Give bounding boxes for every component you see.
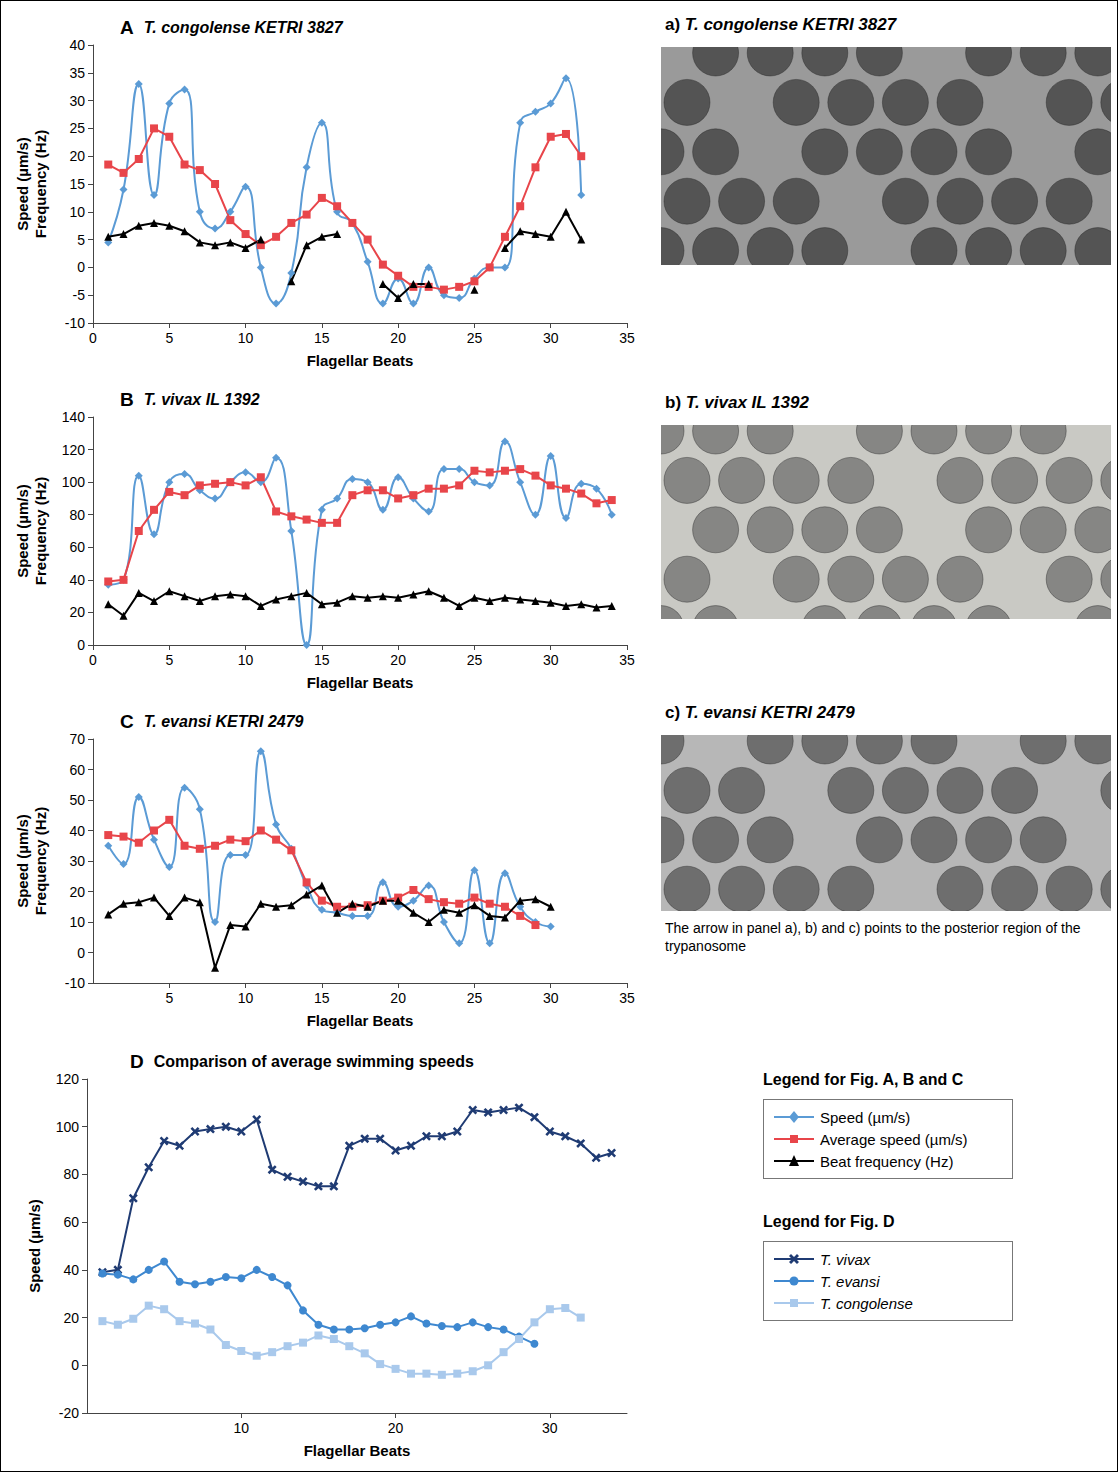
svg-text:-10: -10 xyxy=(65,975,85,991)
html-text:c) T. evansi KETRI 2479: c) T. evansi KETRI 2479 xyxy=(665,703,855,722)
svg-text:10: 10 xyxy=(238,990,254,1006)
html-text:T. vivax: T. vivax xyxy=(820,1250,871,1268)
svg-text:40: 40 xyxy=(63,1262,79,1278)
svg-text:20: 20 xyxy=(390,330,406,346)
svg-text:20: 20 xyxy=(388,1420,404,1436)
html-text:Speed (µm/s): Speed (µm/s) xyxy=(820,1108,911,1126)
svg-text:15: 15 xyxy=(314,990,330,1006)
svg-text:35: 35 xyxy=(619,330,635,346)
svg-text:30: 30 xyxy=(69,853,85,869)
html-text:a) T. congolense KETRI 3827: a) T. congolense KETRI 3827 xyxy=(665,15,897,34)
svg-text:40: 40 xyxy=(69,572,85,588)
svg-text:80: 80 xyxy=(69,507,85,523)
svg-text:5: 5 xyxy=(165,652,173,668)
svg-text:30: 30 xyxy=(543,330,559,346)
svg-text:Flagellar Beats: Flagellar Beats xyxy=(304,1442,411,1459)
svg-text:25: 25 xyxy=(69,120,85,136)
svg-text:0: 0 xyxy=(89,330,97,346)
svg-text:Speed (µm/s): Speed (µm/s) xyxy=(14,137,31,231)
svg-text:20: 20 xyxy=(390,652,406,668)
svg-text:-5: -5 xyxy=(73,287,86,303)
svg-text:C: C xyxy=(120,711,134,732)
svg-text:10: 10 xyxy=(69,204,85,220)
svg-text:Frequency (Hz): Frequency (Hz) xyxy=(32,130,49,238)
svg-text:70: 70 xyxy=(69,731,85,747)
svg-text:Flagellar Beats: Flagellar Beats xyxy=(307,1012,414,1029)
svg-text:60: 60 xyxy=(69,539,85,555)
svg-text:15: 15 xyxy=(69,176,85,192)
svg-text:15: 15 xyxy=(314,330,330,346)
svg-text:25: 25 xyxy=(467,652,483,668)
svg-text:-20: -20 xyxy=(59,1405,79,1421)
svg-text:60: 60 xyxy=(69,762,85,778)
svg-text:0: 0 xyxy=(77,945,85,961)
svg-text:10: 10 xyxy=(233,1420,249,1436)
svg-text:100: 100 xyxy=(56,1119,80,1135)
svg-text:20: 20 xyxy=(69,604,85,620)
svg-text:Frequency (Hz): Frequency (Hz) xyxy=(32,477,49,585)
html-text:The arrow in panel a), b) and: The arrow in panel a), b) and c) points … xyxy=(665,920,1081,954)
svg-text:D: D xyxy=(130,1051,144,1072)
svg-text:30: 30 xyxy=(543,990,559,1006)
svg-text:10: 10 xyxy=(69,914,85,930)
svg-text:20: 20 xyxy=(69,884,85,900)
svg-text:Speed (µm/s): Speed (µm/s) xyxy=(26,1199,43,1293)
svg-text:30: 30 xyxy=(543,652,559,668)
svg-text:Speed (µm/s): Speed (µm/s) xyxy=(14,814,31,908)
svg-text:5: 5 xyxy=(77,232,85,248)
svg-text:120: 120 xyxy=(62,442,86,458)
svg-text:T. congolense KETRI 3827: T. congolense KETRI 3827 xyxy=(144,19,344,36)
svg-text:5: 5 xyxy=(165,330,173,346)
svg-text:25: 25 xyxy=(467,330,483,346)
svg-text:T. evansi KETRI 2479: T. evansi KETRI 2479 xyxy=(144,713,304,730)
svg-text:20: 20 xyxy=(63,1310,79,1326)
svg-text:A: A xyxy=(120,17,134,38)
svg-text:0: 0 xyxy=(89,652,97,668)
svg-text:140: 140 xyxy=(62,409,86,425)
svg-text:120: 120 xyxy=(56,1071,80,1087)
svg-text:B: B xyxy=(120,389,134,410)
html-text:T. congolense: T. congolense xyxy=(820,1294,913,1312)
svg-text:30: 30 xyxy=(542,1420,558,1436)
svg-text:100: 100 xyxy=(62,474,86,490)
svg-text:Comparison of average swimming: Comparison of average swimming speeds xyxy=(154,1053,474,1070)
html-text:T. evansi: T. evansi xyxy=(820,1272,880,1290)
svg-text:10: 10 xyxy=(238,330,254,346)
svg-text:0: 0 xyxy=(77,637,85,653)
html-text:Legend for Fig. D: Legend for Fig. D xyxy=(763,1213,895,1230)
html-text:b) T. vivax IL 1392: b) T. vivax IL 1392 xyxy=(665,393,809,412)
html-text:Beat frequency (Hz): Beat frequency (Hz) xyxy=(820,1152,954,1170)
svg-text:Speed (µm/s): Speed (µm/s) xyxy=(14,484,31,578)
svg-text:-10: -10 xyxy=(65,315,85,331)
html-text:Legend for Fig. A, B and C: Legend for Fig. A, B and C xyxy=(763,1071,964,1088)
svg-text:5: 5 xyxy=(165,990,173,1006)
svg-text:0: 0 xyxy=(77,259,85,275)
svg-text:40: 40 xyxy=(69,37,85,53)
svg-text:Flagellar Beats: Flagellar Beats xyxy=(307,352,414,369)
svg-text:Flagellar Beats: Flagellar Beats xyxy=(307,674,414,691)
svg-text:Frequency (Hz): Frequency (Hz) xyxy=(32,807,49,915)
svg-text:35: 35 xyxy=(619,652,635,668)
svg-text:60: 60 xyxy=(63,1214,79,1230)
svg-text:20: 20 xyxy=(390,990,406,1006)
svg-text:35: 35 xyxy=(619,990,635,1006)
svg-text:80: 80 xyxy=(63,1166,79,1182)
svg-text:25: 25 xyxy=(467,990,483,1006)
svg-text:15: 15 xyxy=(314,652,330,668)
svg-text:30: 30 xyxy=(69,93,85,109)
svg-text:0: 0 xyxy=(71,1357,79,1373)
svg-text:T. vivax IL 1392: T. vivax IL 1392 xyxy=(144,391,260,408)
svg-text:35: 35 xyxy=(69,65,85,81)
svg-text:40: 40 xyxy=(69,823,85,839)
html-text:Average speed (µm/s): Average speed (µm/s) xyxy=(820,1130,968,1148)
svg-text:10: 10 xyxy=(238,652,254,668)
svg-text:50: 50 xyxy=(69,792,85,808)
svg-text:20: 20 xyxy=(69,148,85,164)
